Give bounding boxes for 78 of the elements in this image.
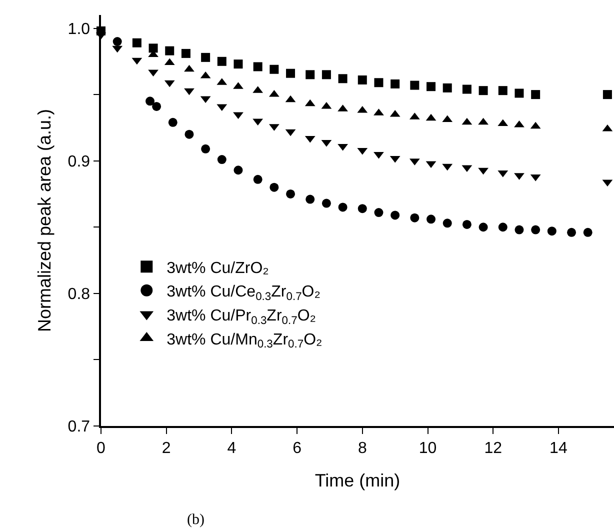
- point: [306, 70, 315, 80]
- point: [148, 44, 158, 53]
- point: [184, 64, 194, 72]
- point: [152, 102, 162, 111]
- point: [132, 38, 142, 48]
- text: (b): [187, 512, 204, 528]
- point: [165, 46, 174, 56]
- point: [390, 210, 400, 220]
- point: [358, 204, 367, 214]
- x-tick-label: 6: [292, 440, 302, 457]
- point: [234, 60, 243, 69]
- point: [286, 189, 296, 198]
- point: [148, 70, 158, 77]
- point: [338, 202, 348, 212]
- point: [322, 198, 331, 208]
- point: [478, 222, 488, 232]
- point: [547, 226, 556, 236]
- point: [531, 225, 540, 234]
- point: [442, 83, 452, 92]
- point: [374, 152, 384, 159]
- point: [478, 118, 488, 125]
- point: [442, 218, 452, 228]
- point: [270, 182, 279, 192]
- point: [270, 64, 279, 74]
- point: [514, 225, 524, 234]
- point: [498, 222, 508, 232]
- legend-label: 3wt% Cu/Ce$_{0.3}$Zr$_{0.7}$O₂: [166, 284, 320, 303]
- point: [253, 174, 262, 184]
- point: [146, 96, 155, 106]
- point: [181, 48, 190, 58]
- point: [168, 118, 178, 127]
- point: [410, 213, 420, 222]
- point: [390, 79, 400, 88]
- x-tick-label: 10: [418, 440, 437, 457]
- x-tick-label: 0: [96, 440, 106, 457]
- point: [338, 74, 348, 84]
- y-axis-title: Normalized peak area (a.u.): [34, 108, 54, 332]
- y-tick-label: 0.8: [68, 286, 90, 304]
- point: [253, 62, 262, 72]
- x-tick-label: 4: [227, 440, 236, 457]
- legend-label: 3wt% Cu/Mn$_{0.3}$Zr$_{0.7}$O₂: [166, 331, 322, 351]
- x-tick-label: 12: [484, 440, 502, 457]
- point: [322, 70, 331, 80]
- x-tick-label: 2: [162, 440, 171, 457]
- point: [374, 78, 384, 88]
- point: [217, 155, 226, 164]
- point: [583, 228, 592, 237]
- y-tick-label: 0.9: [68, 153, 90, 170]
- point: [462, 220, 472, 229]
- point: [567, 228, 576, 237]
- point: [410, 80, 420, 90]
- point: [426, 82, 436, 92]
- point: [462, 84, 472, 94]
- legend-label: 3wt% Cu/ZrO₂: [166, 260, 269, 277]
- x-tick-label: 8: [358, 440, 367, 457]
- point: [478, 86, 488, 96]
- point: [201, 144, 210, 154]
- point: [184, 88, 194, 96]
- y-tick-label: 0.7: [68, 418, 90, 436]
- point: [426, 214, 436, 224]
- point: [306, 194, 315, 204]
- point: [184, 130, 194, 139]
- point: [602, 90, 612, 100]
- point: [498, 86, 508, 96]
- y-tick-label: 1.0: [68, 20, 90, 38]
- x-axis-title: Time (min): [314, 470, 400, 491]
- point: [201, 52, 210, 62]
- point: [234, 166, 243, 175]
- point: [514, 88, 524, 98]
- point: [286, 68, 296, 78]
- point: [112, 37, 122, 46]
- point: [217, 56, 226, 66]
- point: [374, 208, 384, 218]
- point: [531, 90, 540, 100]
- point: [478, 168, 488, 175]
- legend-label: 3wt% Cu/Pr$_{0.3}$Zr$_{0.7}$O₂: [166, 307, 316, 327]
- x-tick-label: 14: [550, 440, 568, 457]
- point: [358, 75, 367, 84]
